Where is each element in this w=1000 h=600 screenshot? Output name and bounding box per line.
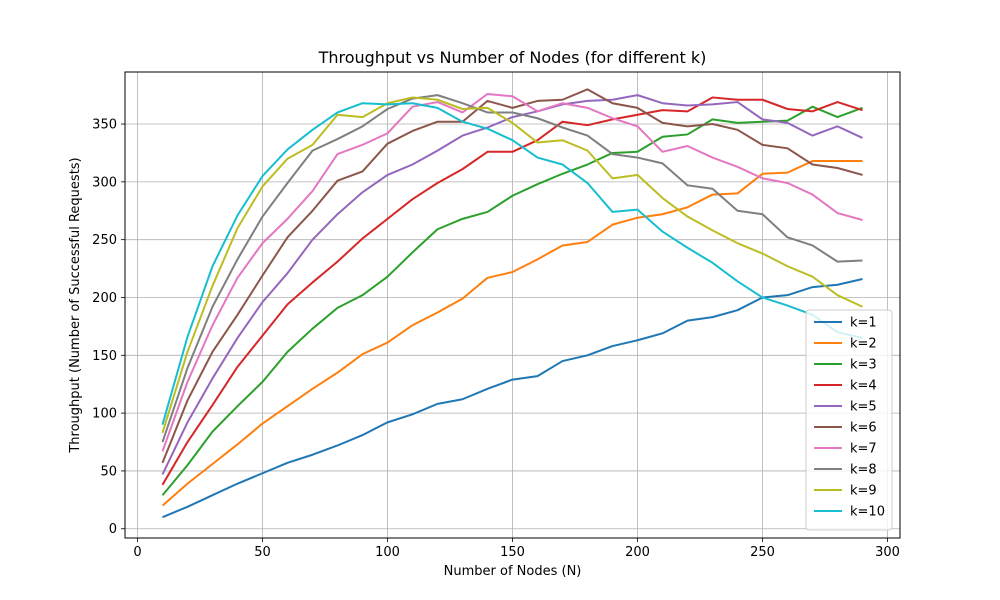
legend-label: k=8: [850, 463, 877, 478]
y-tick-label: 200: [92, 291, 117, 306]
y-tick-label: 100: [92, 407, 117, 422]
y-axis-ticks: 0 50 100 150 200 250 300 350: [92, 118, 125, 537]
legend-label: k=9: [850, 484, 877, 499]
y-tick-label: 0: [109, 522, 117, 537]
x-tick-label: 100: [375, 545, 400, 560]
series-lines: [161, 88, 863, 519]
y-tick-label: 50: [100, 464, 117, 479]
y-tick-label: 300: [92, 175, 117, 190]
x-axis-ticks: 0 50 100 150 200 250 300: [133, 538, 900, 560]
x-tick-label: 300: [875, 545, 900, 560]
legend-label: k=1: [850, 316, 877, 331]
series-line-k=9: [161, 96, 863, 434]
y-axis-label: Throughput (Number of Successful Request…: [68, 157, 83, 453]
series-line-k=8: [161, 94, 863, 443]
legend: k=1 k=2 k=3 k=4 k=5 k=6 k=7 k=8 k=9 k=10: [805, 309, 893, 531]
legend-label: k=6: [850, 421, 877, 436]
series-line-k=2: [161, 160, 863, 507]
series-line-k=5: [161, 94, 863, 475]
x-tick-label: 50: [254, 545, 271, 560]
legend-label: k=10: [850, 505, 885, 520]
legend-label: k=7: [850, 442, 877, 457]
legend-label: k=5: [850, 400, 877, 415]
y-tick-label: 150: [92, 349, 117, 364]
y-tick-label: 350: [92, 118, 117, 133]
x-tick-label: 0: [133, 545, 141, 560]
series-line-k=3: [161, 105, 863, 496]
legend-label: k=3: [850, 358, 877, 373]
series-line-k=10: [161, 102, 863, 425]
x-axis-label: Number of Nodes (N): [444, 564, 582, 579]
series-line-k=7: [161, 92, 863, 452]
legend-label: k=4: [850, 379, 877, 394]
series-line-k=1: [162, 278, 863, 519]
legend-label: k=2: [850, 337, 877, 352]
series-line-k=4: [161, 96, 863, 486]
x-tick-label: 250: [750, 545, 775, 560]
x-tick-label: 150: [500, 545, 525, 560]
series-line-k=6: [161, 88, 863, 464]
y-tick-label: 250: [92, 233, 117, 248]
chart-title: Throughput vs Number of Nodes (for diffe…: [318, 48, 707, 67]
x-tick-label: 200: [625, 545, 650, 560]
